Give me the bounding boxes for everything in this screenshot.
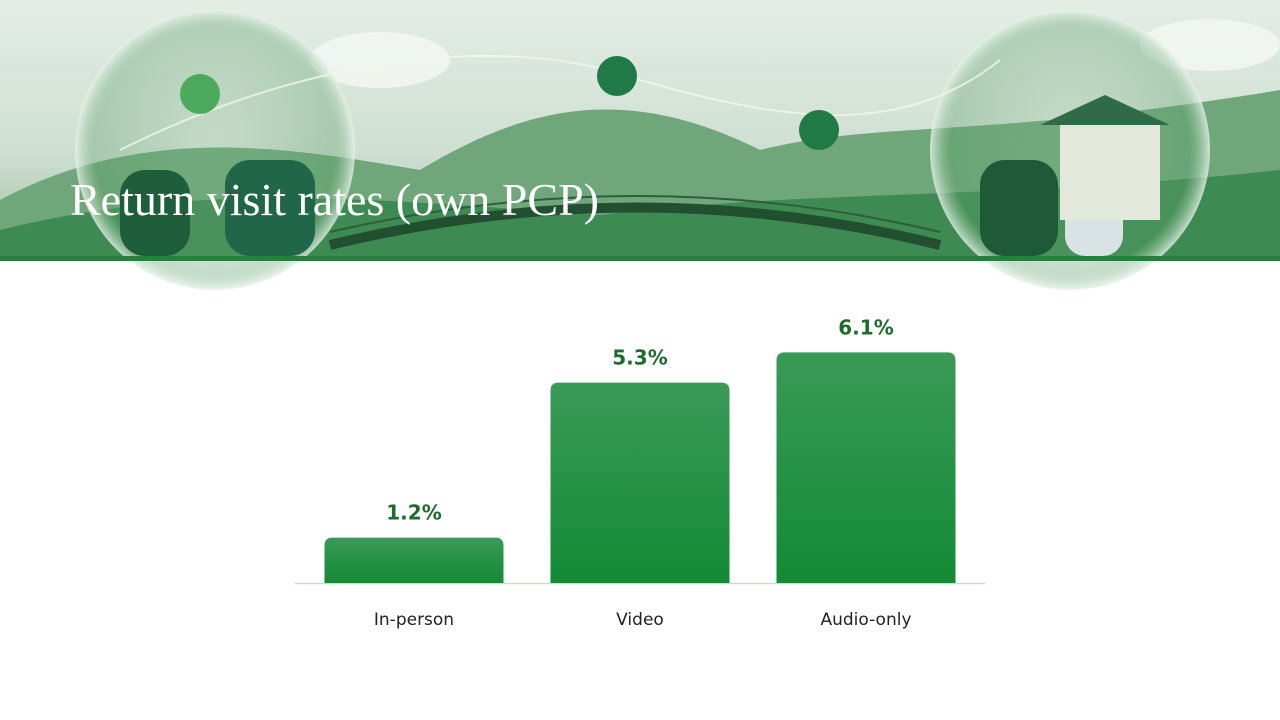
bar (776, 352, 956, 583)
bar (550, 382, 730, 583)
x-tick-label: Audio-only (820, 610, 911, 630)
value-label: 5.3% (612, 346, 667, 370)
x-tick-label: Video (616, 610, 664, 630)
value-label: 1.2% (386, 501, 441, 525)
bar (324, 537, 504, 583)
x-tick-label: In-person (374, 610, 454, 630)
value-label: 6.1% (838, 315, 893, 339)
chart-title: Return visit rates (own PCP) (70, 174, 599, 225)
banner (0, 0, 1280, 290)
